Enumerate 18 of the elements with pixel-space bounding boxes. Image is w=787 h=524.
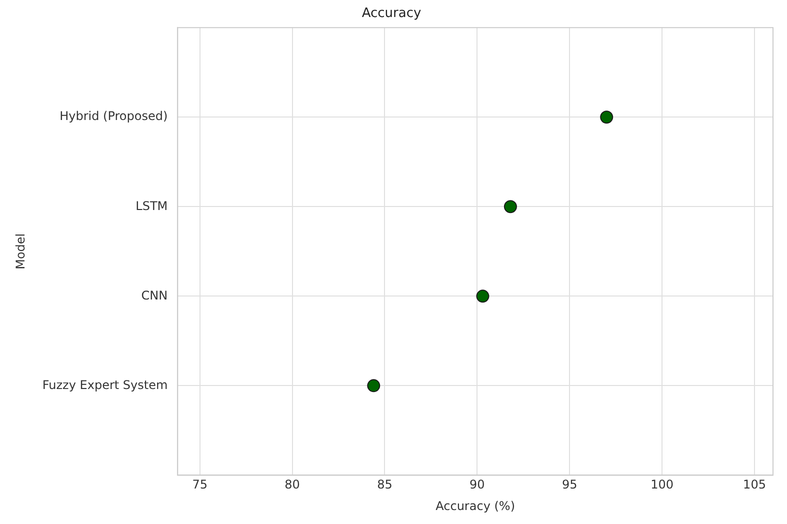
y-tick-label: Hybrid (Proposed) — [60, 109, 168, 124]
chart-title: Accuracy — [362, 6, 422, 22]
x-axis-title: Accuracy (%) — [436, 498, 516, 513]
point — [600, 110, 614, 124]
point — [504, 200, 517, 214]
x-tick-label: 80 — [284, 478, 300, 492]
x-tick-label: 100 — [650, 478, 674, 492]
x-tick-label: 75 — [192, 478, 208, 492]
x-tick-label: 90 — [470, 478, 485, 492]
y-axis-title: Model — [13, 233, 28, 270]
point — [476, 290, 490, 303]
y-tick-label: Fuzzy Expert System — [42, 378, 168, 392]
y-tick-label: CNN — [141, 288, 168, 302]
x-tick-label: 95 — [562, 478, 578, 492]
x-tick-label: 105 — [743, 478, 766, 492]
y-tick-label: LSTM — [136, 198, 168, 213]
point — [367, 379, 380, 392]
x-tick-label: 85 — [377, 478, 392, 492]
